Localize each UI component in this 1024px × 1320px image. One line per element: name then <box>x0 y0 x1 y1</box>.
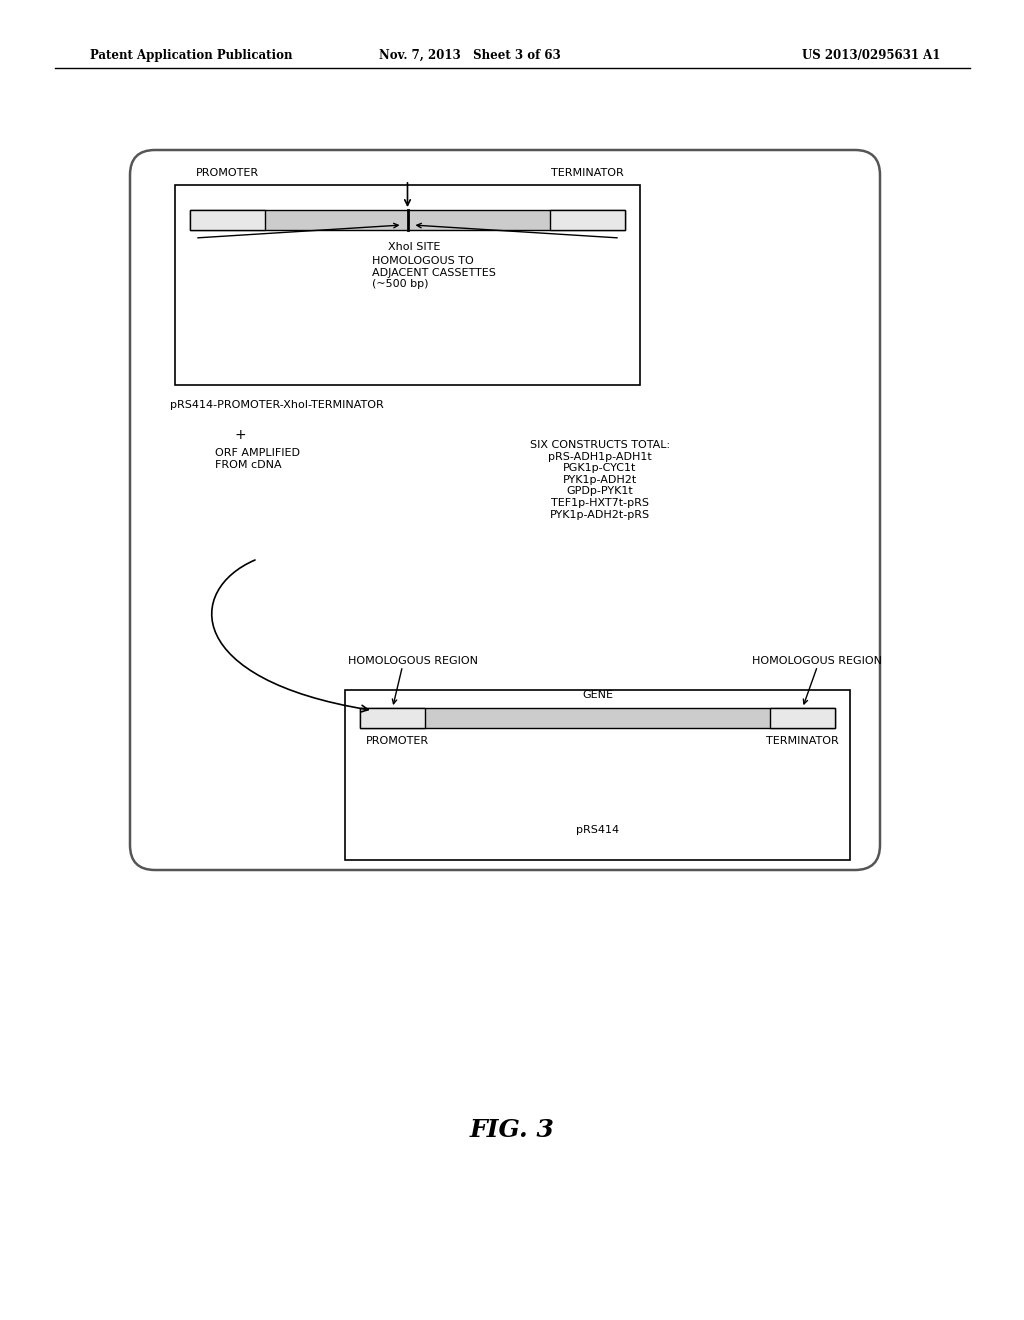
Text: US 2013/0295631 A1: US 2013/0295631 A1 <box>802 49 940 62</box>
Text: ORF AMPLIFIED
FROM cDNA: ORF AMPLIFIED FROM cDNA <box>215 447 300 470</box>
Bar <box>190 210 265 230</box>
Text: Nov. 7, 2013   Sheet 3 of 63: Nov. 7, 2013 Sheet 3 of 63 <box>379 49 561 62</box>
Text: FIG. 3: FIG. 3 <box>470 1118 554 1142</box>
Bar <box>360 708 425 729</box>
Bar <box>345 690 850 861</box>
Text: PROMOTER: PROMOTER <box>366 737 429 746</box>
Bar <box>175 185 640 385</box>
FancyArrowPatch shape <box>212 560 369 711</box>
Text: Patent Application Publication: Patent Application Publication <box>90 49 293 62</box>
Bar <box>190 210 625 230</box>
Text: HOMOLOGOUS REGION: HOMOLOGOUS REGION <box>753 656 883 667</box>
Bar <box>770 708 835 729</box>
Text: HOMOLOGOUS TO
ADJACENT CASSETTES
(~500 bp): HOMOLOGOUS TO ADJACENT CASSETTES (~500 b… <box>373 256 497 289</box>
Text: GENE: GENE <box>582 690 613 700</box>
Text: XhoI SITE: XhoI SITE <box>387 242 440 252</box>
Text: TERMINATOR: TERMINATOR <box>551 168 624 178</box>
Text: HOMOLOGOUS REGION: HOMOLOGOUS REGION <box>347 656 477 667</box>
Text: pRS414: pRS414 <box>575 825 620 836</box>
Text: PROMOTER: PROMOTER <box>196 168 259 178</box>
Bar <box>550 210 625 230</box>
Text: SIX CONSTRUCTS TOTAL:
pRS-ADH1p-ADH1t
PGK1p-CYC1t
PYK1p-ADH2t
GPDp-PYK1t
TEF1p-H: SIX CONSTRUCTS TOTAL: pRS-ADH1p-ADH1t PG… <box>530 440 670 520</box>
Text: TERMINATOR: TERMINATOR <box>766 737 839 746</box>
Text: +: + <box>234 428 247 442</box>
FancyBboxPatch shape <box>130 150 880 870</box>
Text: pRS414-PROMOTER-XhoI-TERMINATOR: pRS414-PROMOTER-XhoI-TERMINATOR <box>170 400 384 411</box>
Bar <box>360 708 835 729</box>
